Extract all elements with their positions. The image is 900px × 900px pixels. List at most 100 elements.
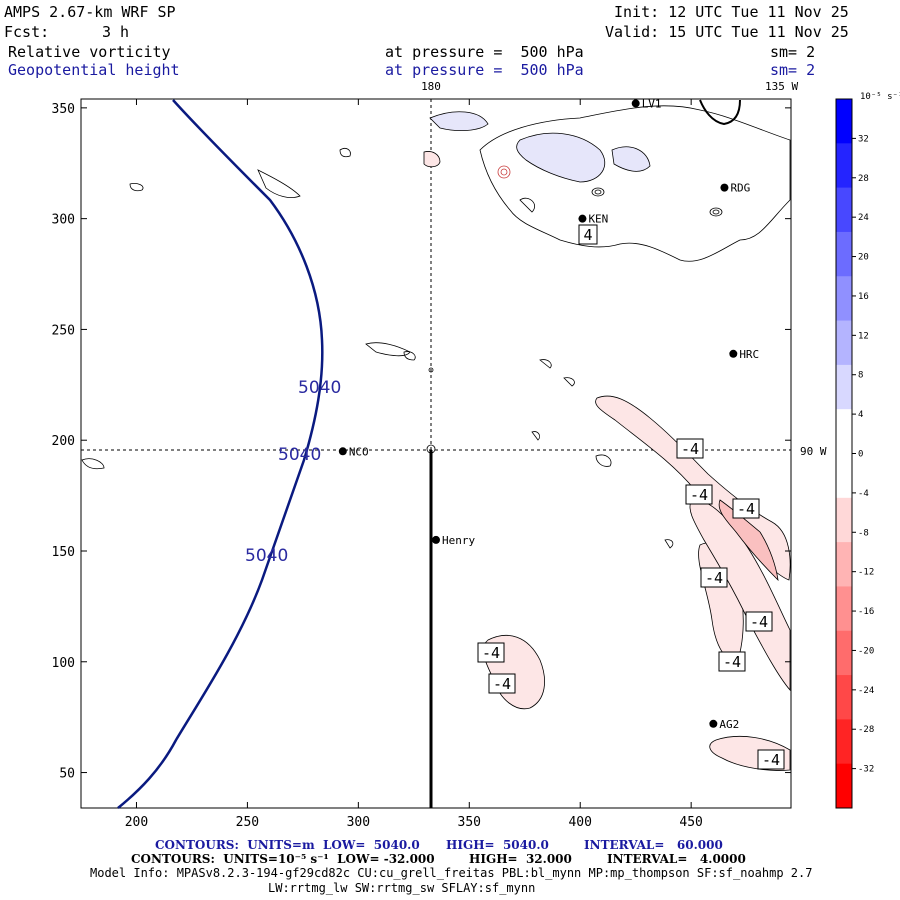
y-tick-label: 50 bbox=[59, 767, 75, 782]
colorbar-unit: 10⁻⁵ s⁻¹ bbox=[860, 92, 900, 102]
colorbar-segment bbox=[836, 497, 852, 543]
station-label: LV1 bbox=[642, 97, 662, 110]
vort-label-box: -4 bbox=[757, 749, 785, 770]
forecast-label: Fcst: bbox=[4, 23, 50, 41]
colorbar-tick-label: -12 bbox=[858, 568, 874, 578]
colorbar-tick-label: -16 bbox=[858, 607, 874, 617]
station-dot bbox=[720, 183, 729, 192]
vort-label: -4 bbox=[750, 613, 768, 631]
station-label: NCO bbox=[349, 445, 369, 458]
coastline bbox=[699, 99, 741, 126]
field2-smoothing: sm= 2 bbox=[770, 61, 816, 79]
field1-level: at pressure = 500 hPa bbox=[385, 43, 584, 61]
corner-longitude-label: 135 W bbox=[765, 80, 798, 93]
right-longitude-label: 90 W bbox=[800, 445, 827, 458]
station-dot bbox=[432, 535, 440, 544]
station-hrc: HRC bbox=[729, 348, 759, 361]
height-label: 5040 bbox=[245, 546, 288, 566]
model-title: AMPS 2.67-km WRF SP bbox=[4, 3, 176, 21]
vort-label: -4 bbox=[482, 644, 500, 662]
colorbar-segment bbox=[836, 320, 852, 366]
meridian-top-label: 180 bbox=[421, 80, 441, 93]
station-label: HRC bbox=[739, 348, 759, 361]
colorbar-segment bbox=[836, 409, 852, 454]
vorticity-contour-interval: INTERVAL= 4.0000 bbox=[607, 852, 746, 866]
x-tick-label: 200 bbox=[125, 815, 148, 830]
station-dot bbox=[709, 719, 718, 728]
x-tick-label: 350 bbox=[458, 815, 481, 830]
height-label: 5040 bbox=[278, 445, 321, 465]
vort-label-box: 4 bbox=[578, 224, 598, 245]
colorbar-tick-label: -32 bbox=[858, 765, 874, 775]
station-henry: Henry bbox=[432, 534, 475, 547]
vort-label-box: -4 bbox=[745, 611, 773, 632]
vort-label: -4 bbox=[493, 675, 511, 693]
vort-label: -4 bbox=[737, 500, 755, 518]
station-dot bbox=[729, 349, 738, 358]
colorbar-segment bbox=[836, 364, 852, 410]
zero-vorticity-contours bbox=[81, 105, 791, 549]
station-ken: KEN bbox=[578, 213, 608, 226]
field1-name: Relative vorticity bbox=[8, 43, 171, 61]
station-nco: NCO bbox=[338, 445, 369, 458]
valid-time: Valid: 15 UTC Tue 11 Nov 25 bbox=[605, 23, 849, 41]
station-label: RDG bbox=[730, 182, 750, 195]
init-time: Init: 12 UTC Tue 11 Nov 25 bbox=[614, 3, 849, 21]
vort-label: 4 bbox=[583, 226, 592, 244]
colorbar-tick-label: -4 bbox=[858, 489, 869, 499]
colorbar-segment bbox=[836, 630, 852, 676]
colorbar-segment bbox=[836, 675, 852, 720]
forecast-value: 3 h bbox=[102, 23, 130, 41]
vort-label-box: -4 bbox=[477, 642, 505, 663]
y-tick-label: 250 bbox=[52, 323, 75, 338]
colorbar-segment bbox=[836, 276, 852, 322]
colorbar-segment bbox=[836, 187, 852, 233]
colorbar-segment bbox=[836, 143, 852, 189]
colorbar-tick-label: 16 bbox=[858, 292, 869, 302]
y-tick-label: 300 bbox=[52, 213, 75, 228]
colorbar-tick-label: 0 bbox=[858, 450, 863, 460]
x-tick-label: 300 bbox=[347, 815, 370, 830]
station-label: AG2 bbox=[719, 718, 739, 731]
vort-label: -4 bbox=[690, 486, 708, 504]
colorbar-tick-label: 20 bbox=[858, 253, 869, 263]
vort-label: -4 bbox=[723, 653, 741, 671]
height-contour-interval: INTERVAL= 60.000 bbox=[584, 838, 723, 852]
station-dot bbox=[578, 214, 587, 223]
station-rdg: RDG bbox=[720, 182, 750, 195]
x-tick-label: 400 bbox=[568, 815, 591, 830]
y-axis-ticks: 350 300 250 200 150 100 50 bbox=[52, 102, 791, 782]
colorbar-segment bbox=[836, 542, 852, 587]
colorbar-tick-label: 32 bbox=[858, 134, 869, 144]
positive-vorticity-regions bbox=[429, 111, 651, 183]
vort-label-box: -4 bbox=[732, 498, 760, 519]
height-contour-info: CONTOURS: UNITS=m LOW= 5040.0 bbox=[155, 838, 420, 852]
colorbar-segment bbox=[836, 719, 852, 765]
station-label: KEN bbox=[588, 213, 608, 226]
colorbar-tick-label: 28 bbox=[858, 174, 869, 184]
colorbar-segment bbox=[836, 453, 852, 499]
colorbar-segment bbox=[836, 586, 852, 632]
colorbar-segment bbox=[836, 231, 852, 277]
vortex-rings bbox=[426, 165, 723, 454]
colorbar-tick-label: -20 bbox=[858, 646, 874, 656]
y-tick-label: 200 bbox=[52, 434, 75, 449]
colorbar-tick-label: -8 bbox=[858, 528, 869, 538]
height-label: 5040 bbox=[298, 378, 341, 398]
colorbar: 32 28 24 20 16 12 8 4 0 -4 -8 -12 -16 -20 -24 -28 -32 bbox=[835, 98, 874, 809]
colorbar-tick-label: -24 bbox=[858, 686, 874, 696]
colorbar-tick-label: 4 bbox=[858, 410, 863, 420]
colorbar-tick-label: 12 bbox=[858, 331, 869, 341]
station-lv1: LV1 bbox=[631, 97, 662, 110]
vorticity-label-group: 4 -4 -4 -4 -4 -4 -4 -4 -4 -4 bbox=[477, 224, 785, 770]
vort-label-box: -4 bbox=[488, 673, 516, 694]
stronger-negative-vorticity bbox=[718, 499, 779, 582]
vort-label: -4 bbox=[681, 440, 699, 458]
model-info: Model Info: MPASv8.2.3-194-gf29cd82c CU:… bbox=[90, 866, 813, 880]
colorbar-tick-label: 8 bbox=[858, 371, 863, 381]
physics-info: LW:rrtmg_lw SW:rrtmg_sw SFLAY:sf_mynn bbox=[268, 881, 536, 895]
vort-label: -4 bbox=[762, 751, 780, 769]
colorbar-tick-label: -28 bbox=[858, 725, 874, 735]
x-axis-ticks: 200 250 300 350 400 450 bbox=[125, 99, 703, 830]
